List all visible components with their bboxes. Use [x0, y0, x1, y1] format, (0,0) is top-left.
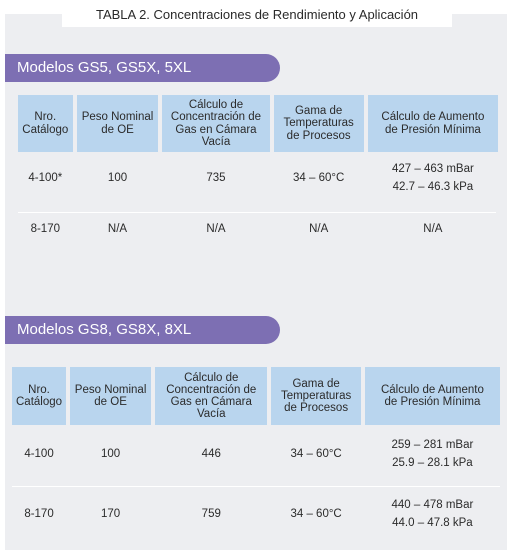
cell-pressure: N/A	[367, 206, 498, 254]
cell-nominal: 100	[70, 425, 152, 485]
cell-catalog: 8-170	[18, 206, 73, 254]
cell-catalog: 4-100*	[18, 152, 73, 206]
header-pressure: Cálculo de Aumento de Presión Mínima	[364, 367, 500, 425]
cell-catalog: 4-100	[12, 425, 67, 485]
row-divider	[12, 486, 500, 487]
header-row: Nro. Catálogo Peso Nominal de OE Cálculo d…	[18, 95, 498, 152]
header-pressure: Cálculo de Aumento de Presión Mínima	[367, 95, 498, 152]
header-concentration: Cálculo de Concentración de Gas en Cámara V…	[162, 95, 270, 152]
cell-pressure: 440 – 478 mBar 44.0 – 47.8 kPa	[364, 485, 500, 545]
table-row: 8-170 170 759 34 – 60°C 440 – 478 mBar 44…	[12, 485, 500, 545]
header-row: Nro. Catálogo Peso Nominal de OE Cálculo d…	[12, 367, 500, 425]
table-gs5: Nro. Catálogo Peso Nominal de OE Cálculo d…	[14, 95, 502, 254]
cell-temperature: 34 – 60°C	[271, 485, 361, 545]
cell-concentration: 759	[155, 485, 268, 545]
header-catalog: Nro. Catálogo	[18, 95, 73, 152]
header-temperature: Gama de Temperaturas de Procesos	[273, 95, 364, 152]
header-catalog: Nro. Catálogo	[12, 367, 67, 425]
cell-nominal: 170	[70, 485, 152, 545]
section-title-gs5: Modelos GS5, GS5X, 5XL	[5, 54, 280, 82]
cell-catalog: 8-170	[12, 485, 67, 545]
row-divider	[18, 212, 496, 213]
header-nominal-weight: Peso Nominal de OE	[70, 367, 152, 425]
section-title-gs8: Modelos GS8, GS8X, 8XL	[5, 316, 280, 344]
cell-pressure: 427 – 463 mBar 42.7 – 46.3 kPa	[367, 152, 498, 206]
header-concentration: Cálculo de Concentración de Gas en Cámara V…	[155, 367, 268, 425]
cell-concentration: 735	[162, 152, 270, 206]
cell-nominal: N/A	[76, 206, 159, 254]
cell-pressure: 259 – 281 mBar 25.9 – 28.1 kPa	[364, 425, 500, 485]
cell-temperature: N/A	[273, 206, 364, 254]
cell-concentration: N/A	[162, 206, 270, 254]
cell-temperature: 34 – 60°C	[273, 152, 364, 206]
header-temperature: Gama de Temperaturas de Procesos	[271, 367, 361, 425]
table-gs8: Nro. Catálogo Peso Nominal de OE Cálculo d…	[8, 367, 504, 545]
cell-nominal: 100	[76, 152, 159, 206]
header-nominal-weight: Peso Nominal de OE	[76, 95, 159, 152]
cell-concentration: 446	[155, 425, 268, 485]
table-row: 8-170 N/A N/A N/A N/A	[18, 206, 498, 254]
table-row: 4-100 100 446 34 – 60°C 259 – 281 mBar 25…	[12, 425, 500, 485]
table-row: 4-100* 100 735 34 – 60°C 427 – 463 mBar 4…	[18, 152, 498, 206]
cell-temperature: 34 – 60°C	[271, 425, 361, 485]
page-title: TABLA 2. Concentraciones de Rendimiento …	[62, 3, 452, 27]
